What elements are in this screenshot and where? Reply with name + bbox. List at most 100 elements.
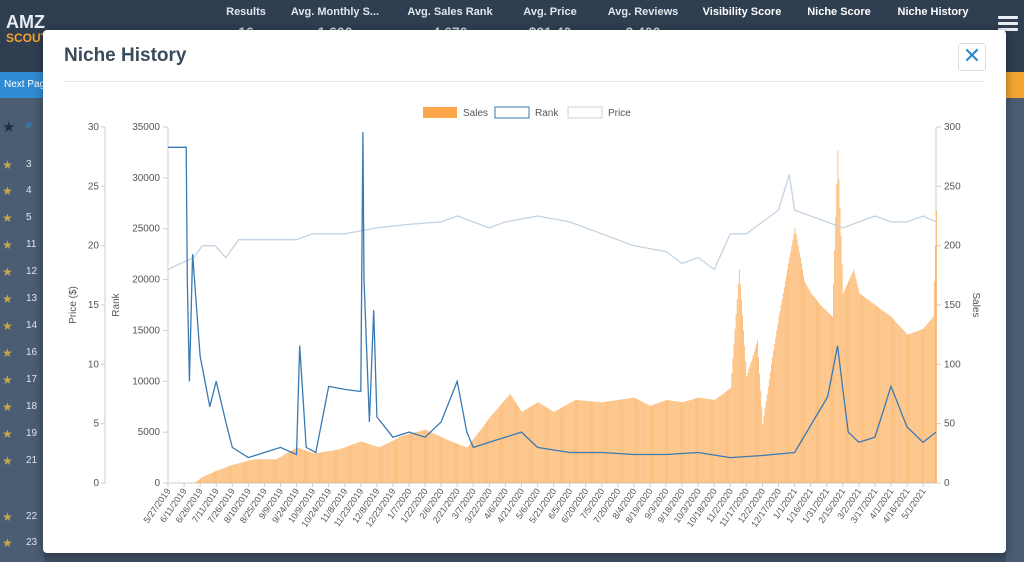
sales-bar [615,400,617,483]
star-icon[interactable]: ★ [2,265,13,279]
sales-bar [744,345,746,483]
star-icon[interactable]: ★ [2,346,13,360]
sales-bar [417,431,419,483]
sales-bar [926,324,928,483]
star-icon[interactable]: ★ [2,427,13,441]
sales-bar [431,432,433,483]
sales-bar [811,294,813,483]
sales-bar [790,251,792,483]
sales-bar [879,308,881,483]
sales-bar [458,444,460,483]
sales-tick-label: 200 [944,241,961,252]
sales-bar [513,400,515,483]
sales-bar [265,459,267,483]
sales-bar [866,298,868,483]
star-icon[interactable]: ★ [2,319,13,333]
sales-bar [686,401,688,483]
sales-bar [738,269,740,483]
sales-bar [639,400,641,483]
sales-bar [251,459,253,483]
sales-bar [294,448,296,483]
sales-bar [364,442,365,483]
sales-bar [851,274,853,483]
sales-bar [380,446,381,483]
star-icon[interactable]: ★ [2,400,13,414]
sales-bar [290,451,291,483]
sales-bar [698,397,700,483]
sales-bar [233,464,235,483]
sales-bar [914,331,916,483]
hamburger-menu-icon[interactable] [998,16,1018,32]
metric-visibility-score[interactable]: Visibility Score [700,6,784,24]
sales-bar [648,405,650,483]
star-icon[interactable]: ★ [2,536,13,550]
sales-bar [613,400,615,483]
sales-bar [701,398,703,483]
sales-bar [882,310,884,483]
close-icon[interactable]: ✕ [958,43,986,71]
sales-bar [424,429,425,483]
sales-bar [742,315,743,483]
sales-bar [712,399,713,483]
sales-bar [342,447,344,483]
sales-bar [477,433,479,483]
star-icon[interactable]: ★ [2,292,13,306]
sales-bar [497,407,499,483]
sales-bar [414,432,416,483]
sales-bar [346,446,348,483]
sales-bar [268,459,270,483]
sales-bar [433,433,435,483]
metric-label: Avg. Monthly S... [290,6,380,18]
sales-bar [339,449,341,483]
sales-bar [436,435,438,483]
table-header-num[interactable]: # [26,121,32,132]
sales-bar [899,326,901,483]
star-icon[interactable]: ★ [2,454,13,468]
sales-bar [437,435,439,483]
sales-bar [750,361,752,483]
row-number: 16 [26,347,38,358]
star-icon[interactable]: ★ [2,510,13,524]
metric-label: Niche History [897,6,969,18]
sales-bar [759,373,761,483]
star-icon[interactable]: ★ [2,158,13,172]
sales-bar [357,442,359,483]
sales-bar [550,409,552,483]
sales-bar [757,340,758,483]
metric-niche-score[interactable]: Niche Score [806,6,872,24]
sales-bar [562,407,563,483]
row-number: 22 [26,511,38,522]
star-icon[interactable]: ★ [2,184,13,198]
sales-bar [900,327,902,483]
sales-bar [362,442,364,483]
sales-bar [585,400,587,483]
sales-bar [627,398,629,483]
row-number: 11 [26,239,37,250]
rank-axis-title: Rank [111,292,122,316]
sales-bar [312,452,314,483]
next-page-button[interactable]: Next Page [0,72,48,98]
sales-bar [534,404,536,483]
sales-bar [891,316,892,483]
star-icon[interactable]: ★ [2,373,13,387]
sales-bar [857,288,859,483]
sales-bar [201,477,203,483]
sales-bar [509,394,511,483]
sales-bar [862,295,863,483]
sales-tick-label: 150 [944,300,961,311]
sales-bar [481,427,483,483]
sales-bar [244,461,245,483]
sales-bar [310,452,312,483]
sales-tick-label: 300 [944,122,961,133]
sales-bar [859,293,861,483]
sales-axis-title: Sales [970,292,981,317]
sales-bar [399,437,401,483]
sales-bar [614,400,616,483]
star-icon[interactable]: ★ [2,211,13,225]
metric-niche-history[interactable]: Niche History [896,6,970,24]
metric-label: Niche Score [807,6,871,18]
star-icon[interactable]: ★ [2,238,13,252]
sales-bar [521,411,523,483]
sales-bar [797,245,799,483]
sales-bar [646,404,648,483]
